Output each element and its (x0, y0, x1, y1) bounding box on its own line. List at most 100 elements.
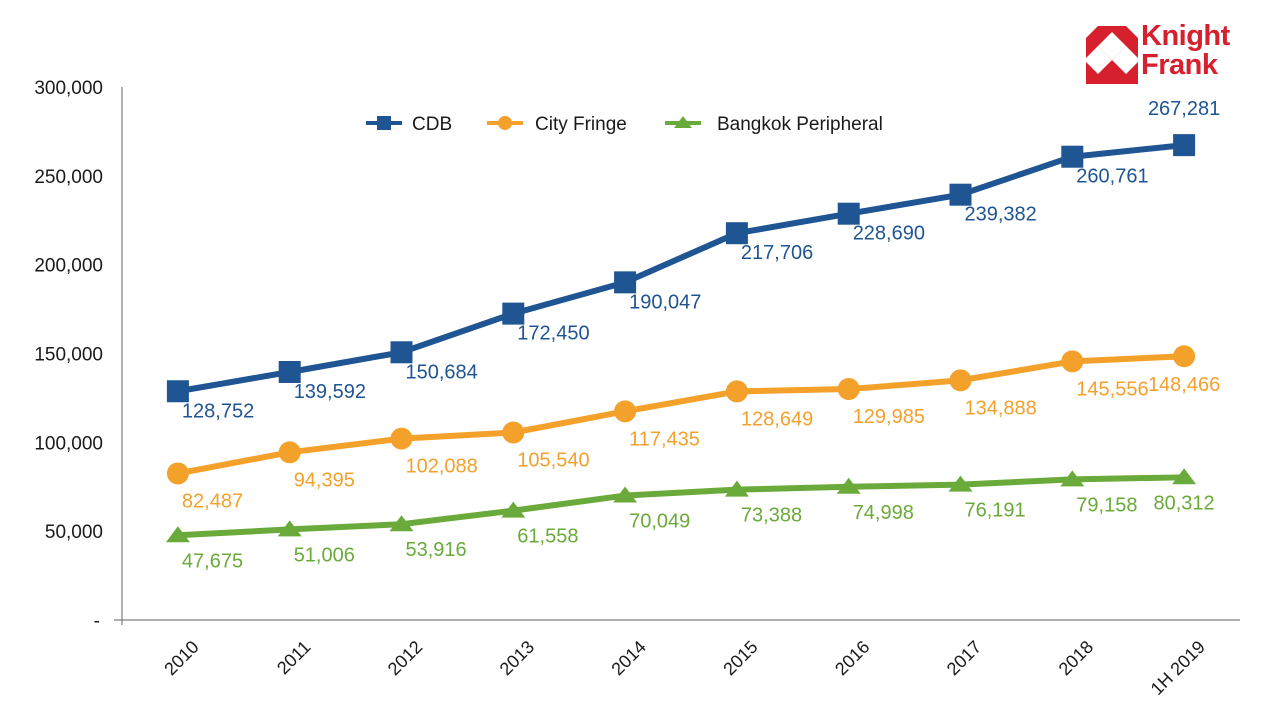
data-label-cdb: 150,684 (406, 361, 478, 383)
knight-frank-logo: Knight Frank (1086, 22, 1250, 86)
data-label-cdb: 190,047 (629, 291, 701, 313)
data-label-city-fringe: 94,395 (294, 469, 355, 491)
legend-triangle-marker-icon (674, 116, 692, 128)
data-point-city-fringe (390, 427, 413, 450)
y-tick-label: 150,000 (34, 345, 103, 366)
data-point-cdb (949, 183, 972, 206)
legend: CDB City Fringe Bangkok Peripheral (366, 114, 883, 135)
logo-line-2: Frank (1141, 49, 1218, 81)
data-point-city-fringe (725, 380, 748, 403)
y-tick-label: 200,000 (34, 256, 103, 277)
data-labels: 128,752 139,592 150,684 172,450 190,047 217,7… (182, 98, 1220, 572)
data-point-city-fringe (1061, 350, 1084, 373)
x-tick-label: 1H 2019 (1147, 637, 1209, 699)
x-tick-label: 2016 (831, 637, 873, 679)
y-axis: - 50,000 100,000 150,000 200,000 250,000 300,0… (34, 78, 123, 632)
data-label-city-fringe: 105,540 (517, 449, 589, 471)
data-label-city-fringe: 102,088 (406, 456, 478, 478)
data-label-city-fringe: 82,487 (182, 490, 243, 512)
data-label-cdb: 267,281 (1148, 98, 1220, 120)
data-label-bangkok-peripheral: 51,006 (294, 544, 355, 566)
data-point-bangkok-peripheral (1060, 470, 1085, 487)
data-label-bangkok-peripheral: 73,388 (741, 505, 802, 527)
data-label-cdb: 239,382 (965, 204, 1037, 226)
legend-item-city-fringe: City Fringe (487, 114, 627, 135)
data-point-bangkok-peripheral (948, 475, 973, 492)
y-tick-label: - (94, 611, 100, 632)
data-point-city-fringe (1173, 345, 1196, 368)
y-tick-label: 100,000 (34, 433, 103, 454)
x-axis: 2010 2011 2012 2013 2014 2015 2016 2017 2018 1H 2… (114, 619, 1240, 699)
data-point-cdb (1173, 134, 1196, 157)
data-label-cdb: 139,592 (294, 381, 366, 403)
data-label-cdb: 260,761 (1076, 166, 1148, 188)
data-label-city-fringe: 129,985 (853, 406, 925, 428)
y-tick-label: 50,000 (45, 522, 103, 543)
knight-frank-logo-mark-icon (1086, 26, 1138, 84)
legend-label-city-fringe: City Fringe (535, 114, 627, 135)
data-point-bangkok-peripheral (724, 480, 749, 497)
x-tick-label: 2011 (273, 637, 315, 679)
data-label-cdb: 217,706 (741, 242, 813, 264)
data-label-city-fringe: 145,556 (1076, 378, 1148, 400)
data-label-city-fringe: 134,888 (965, 397, 1037, 419)
legend-item-bangkok-peripheral: Bangkok Peripheral (665, 114, 883, 135)
x-tick-label: 2015 (719, 637, 761, 679)
data-point-cdb (278, 360, 301, 383)
series-layer (165, 134, 1197, 543)
data-label-bangkok-peripheral: 76,191 (965, 500, 1026, 522)
data-label-city-fringe: 128,649 (741, 408, 813, 430)
data-point-city-fringe (949, 369, 972, 392)
data-label-bangkok-peripheral: 61,558 (517, 526, 578, 548)
data-point-city-fringe (614, 400, 637, 423)
legend-circle-marker-icon (498, 116, 512, 130)
legend-label-bangkok-peripheral: Bangkok Peripheral (717, 114, 883, 135)
data-label-city-fringe: 117,435 (629, 428, 700, 450)
y-tick-label: 250,000 (34, 167, 103, 188)
data-point-cdb (1061, 145, 1084, 168)
x-tick-label: 2018 (1055, 637, 1097, 679)
data-label-bangkok-peripheral: 74,998 (853, 502, 914, 524)
data-label-bangkok-peripheral: 80,312 (1154, 492, 1215, 514)
legend-label-cdb: CDB (412, 114, 452, 135)
data-point-cdb (837, 202, 860, 225)
data-label-bangkok-peripheral: 79,158 (1076, 494, 1137, 516)
data-point-cdb (166, 380, 189, 403)
data-label-cdb: 172,450 (517, 323, 589, 345)
data-point-bangkok-peripheral (613, 486, 638, 503)
data-point-city-fringe (166, 462, 189, 485)
data-label-bangkok-peripheral: 70,049 (629, 511, 690, 533)
data-point-cdb (725, 222, 748, 245)
y-tick-label: 300,000 (34, 78, 103, 99)
data-label-bangkok-peripheral: 47,675 (182, 550, 243, 572)
data-point-cdb (502, 302, 525, 325)
series-line-city-fringe (177, 353, 1185, 477)
legend-item-cdb: CDB (366, 114, 452, 135)
data-label-bangkok-peripheral: 53,916 (406, 539, 467, 561)
data-point-city-fringe (837, 378, 860, 401)
data-point-city-fringe (278, 441, 301, 464)
x-tick-label: 2010 (160, 637, 202, 679)
x-tick-label: 2012 (384, 637, 426, 679)
data-point-city-fringe (502, 421, 525, 444)
logo-wordmark: Knight Frank (1141, 22, 1230, 80)
data-point-bangkok-peripheral (389, 515, 414, 532)
x-tick-label: 2013 (496, 637, 538, 679)
data-point-bangkok-peripheral (165, 526, 190, 543)
x-tick-label: 2014 (607, 637, 649, 679)
data-point-bangkok-peripheral (1172, 468, 1197, 485)
logo-line-1: Knight (1141, 20, 1230, 52)
data-label-city-fringe: 148,466 (1148, 374, 1220, 396)
data-point-bangkok-peripheral (501, 501, 526, 518)
x-tick-label: 2017 (943, 637, 985, 679)
data-point-bangkok-peripheral (277, 520, 302, 537)
data-label-cdb: 228,690 (853, 223, 925, 245)
data-label-cdb: 128,752 (182, 400, 254, 422)
data-point-cdb (614, 271, 637, 294)
data-point-bangkok-peripheral (836, 477, 861, 494)
series-line-bangkok-peripheral (177, 474, 1185, 539)
series-line-cdb (177, 142, 1185, 395)
data-point-cdb (390, 341, 413, 364)
legend-square-marker-icon (377, 116, 391, 130)
